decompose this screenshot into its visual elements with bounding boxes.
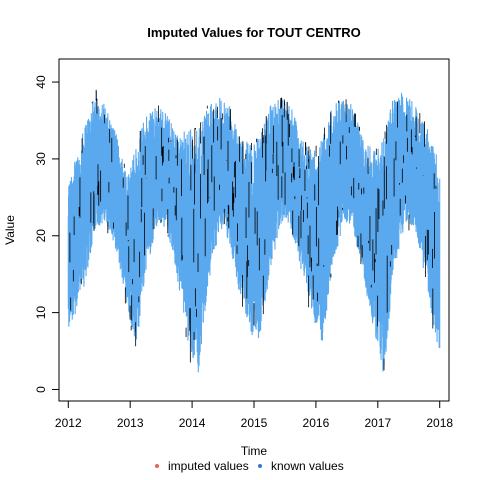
y-tick-label: 10	[34, 306, 48, 320]
x-tick-label: 2015	[241, 416, 268, 430]
series-known-values	[68, 91, 439, 372]
x-tick-label: 2016	[303, 416, 330, 430]
y-tick-label: 20	[34, 229, 48, 243]
plot-area	[68, 90, 439, 373]
y-tick-label: 40	[34, 75, 48, 89]
x-axis-label: Time	[241, 444, 268, 458]
x-tick-label: 2018	[426, 416, 453, 430]
legend: imputed values known values	[155, 459, 344, 473]
y-tick-label: 0	[34, 386, 48, 393]
y-axis-label: Value	[3, 215, 17, 245]
x-tick-label: 2012	[55, 416, 82, 430]
x-tick-label: 2014	[179, 416, 206, 430]
chart-title: Imputed Values for TOUT CENTRO	[147, 25, 361, 40]
legend-label-imputed: imputed values	[168, 459, 249, 473]
legend-marker-imputed	[155, 464, 159, 468]
legend-marker-known	[258, 464, 262, 468]
y-tick-label: 30	[34, 152, 48, 166]
legend-label-known: known values	[271, 459, 344, 473]
x-tick-label: 2013	[117, 416, 144, 430]
x-tick-label: 2017	[364, 416, 391, 430]
